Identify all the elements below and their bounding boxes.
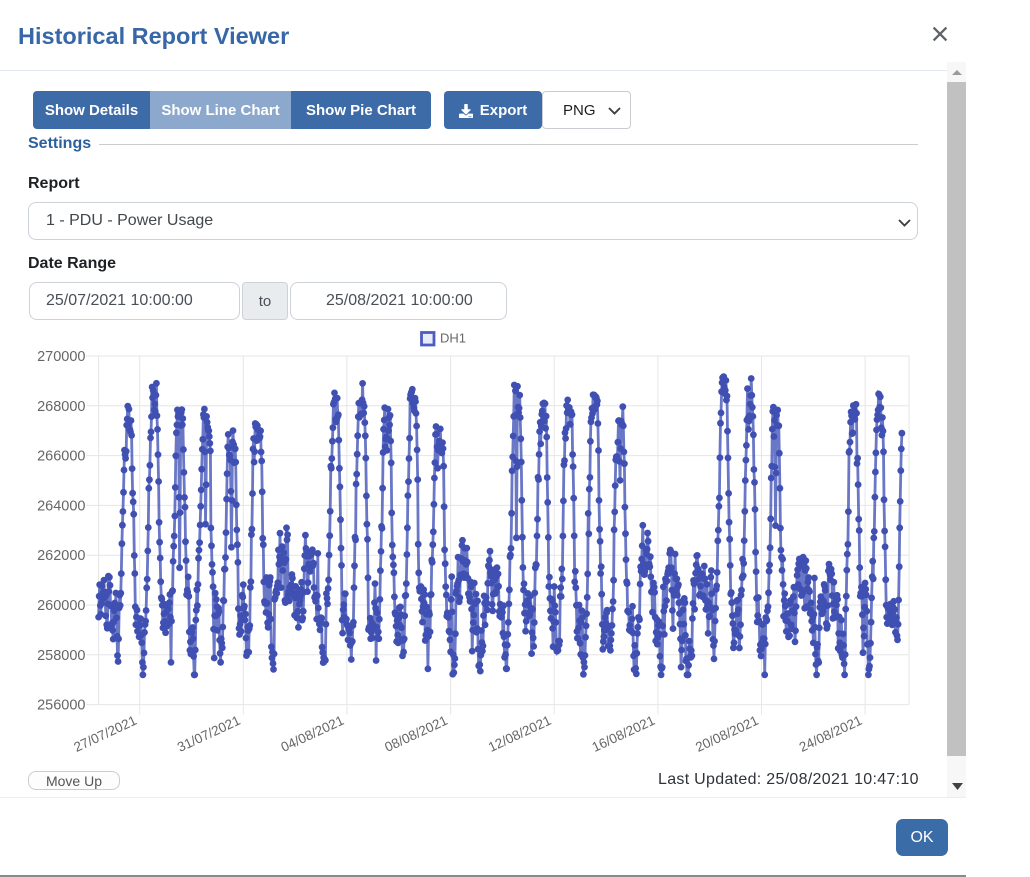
svg-text:260000: 260000 — [37, 598, 85, 614]
svg-text:DH1: DH1 — [440, 331, 466, 346]
svg-text:20/08/2021: 20/08/2021 — [693, 713, 761, 755]
svg-text:270000: 270000 — [37, 349, 85, 365]
svg-text:04/08/2021: 04/08/2021 — [279, 713, 347, 755]
svg-text:266000: 266000 — [37, 449, 85, 465]
svg-text:268000: 268000 — [37, 399, 85, 415]
svg-text:08/08/2021: 08/08/2021 — [382, 713, 450, 755]
svg-text:256000: 256000 — [37, 698, 85, 714]
svg-text:16/08/2021: 16/08/2021 — [590, 713, 658, 755]
svg-text:31/07/2021: 31/07/2021 — [175, 713, 243, 755]
svg-text:258000: 258000 — [37, 648, 85, 664]
svg-text:262000: 262000 — [37, 548, 85, 564]
svg-text:264000: 264000 — [37, 498, 85, 514]
svg-text:24/08/2021: 24/08/2021 — [797, 713, 865, 755]
svg-text:12/08/2021: 12/08/2021 — [486, 713, 554, 755]
svg-text:27/07/2021: 27/07/2021 — [71, 713, 139, 755]
